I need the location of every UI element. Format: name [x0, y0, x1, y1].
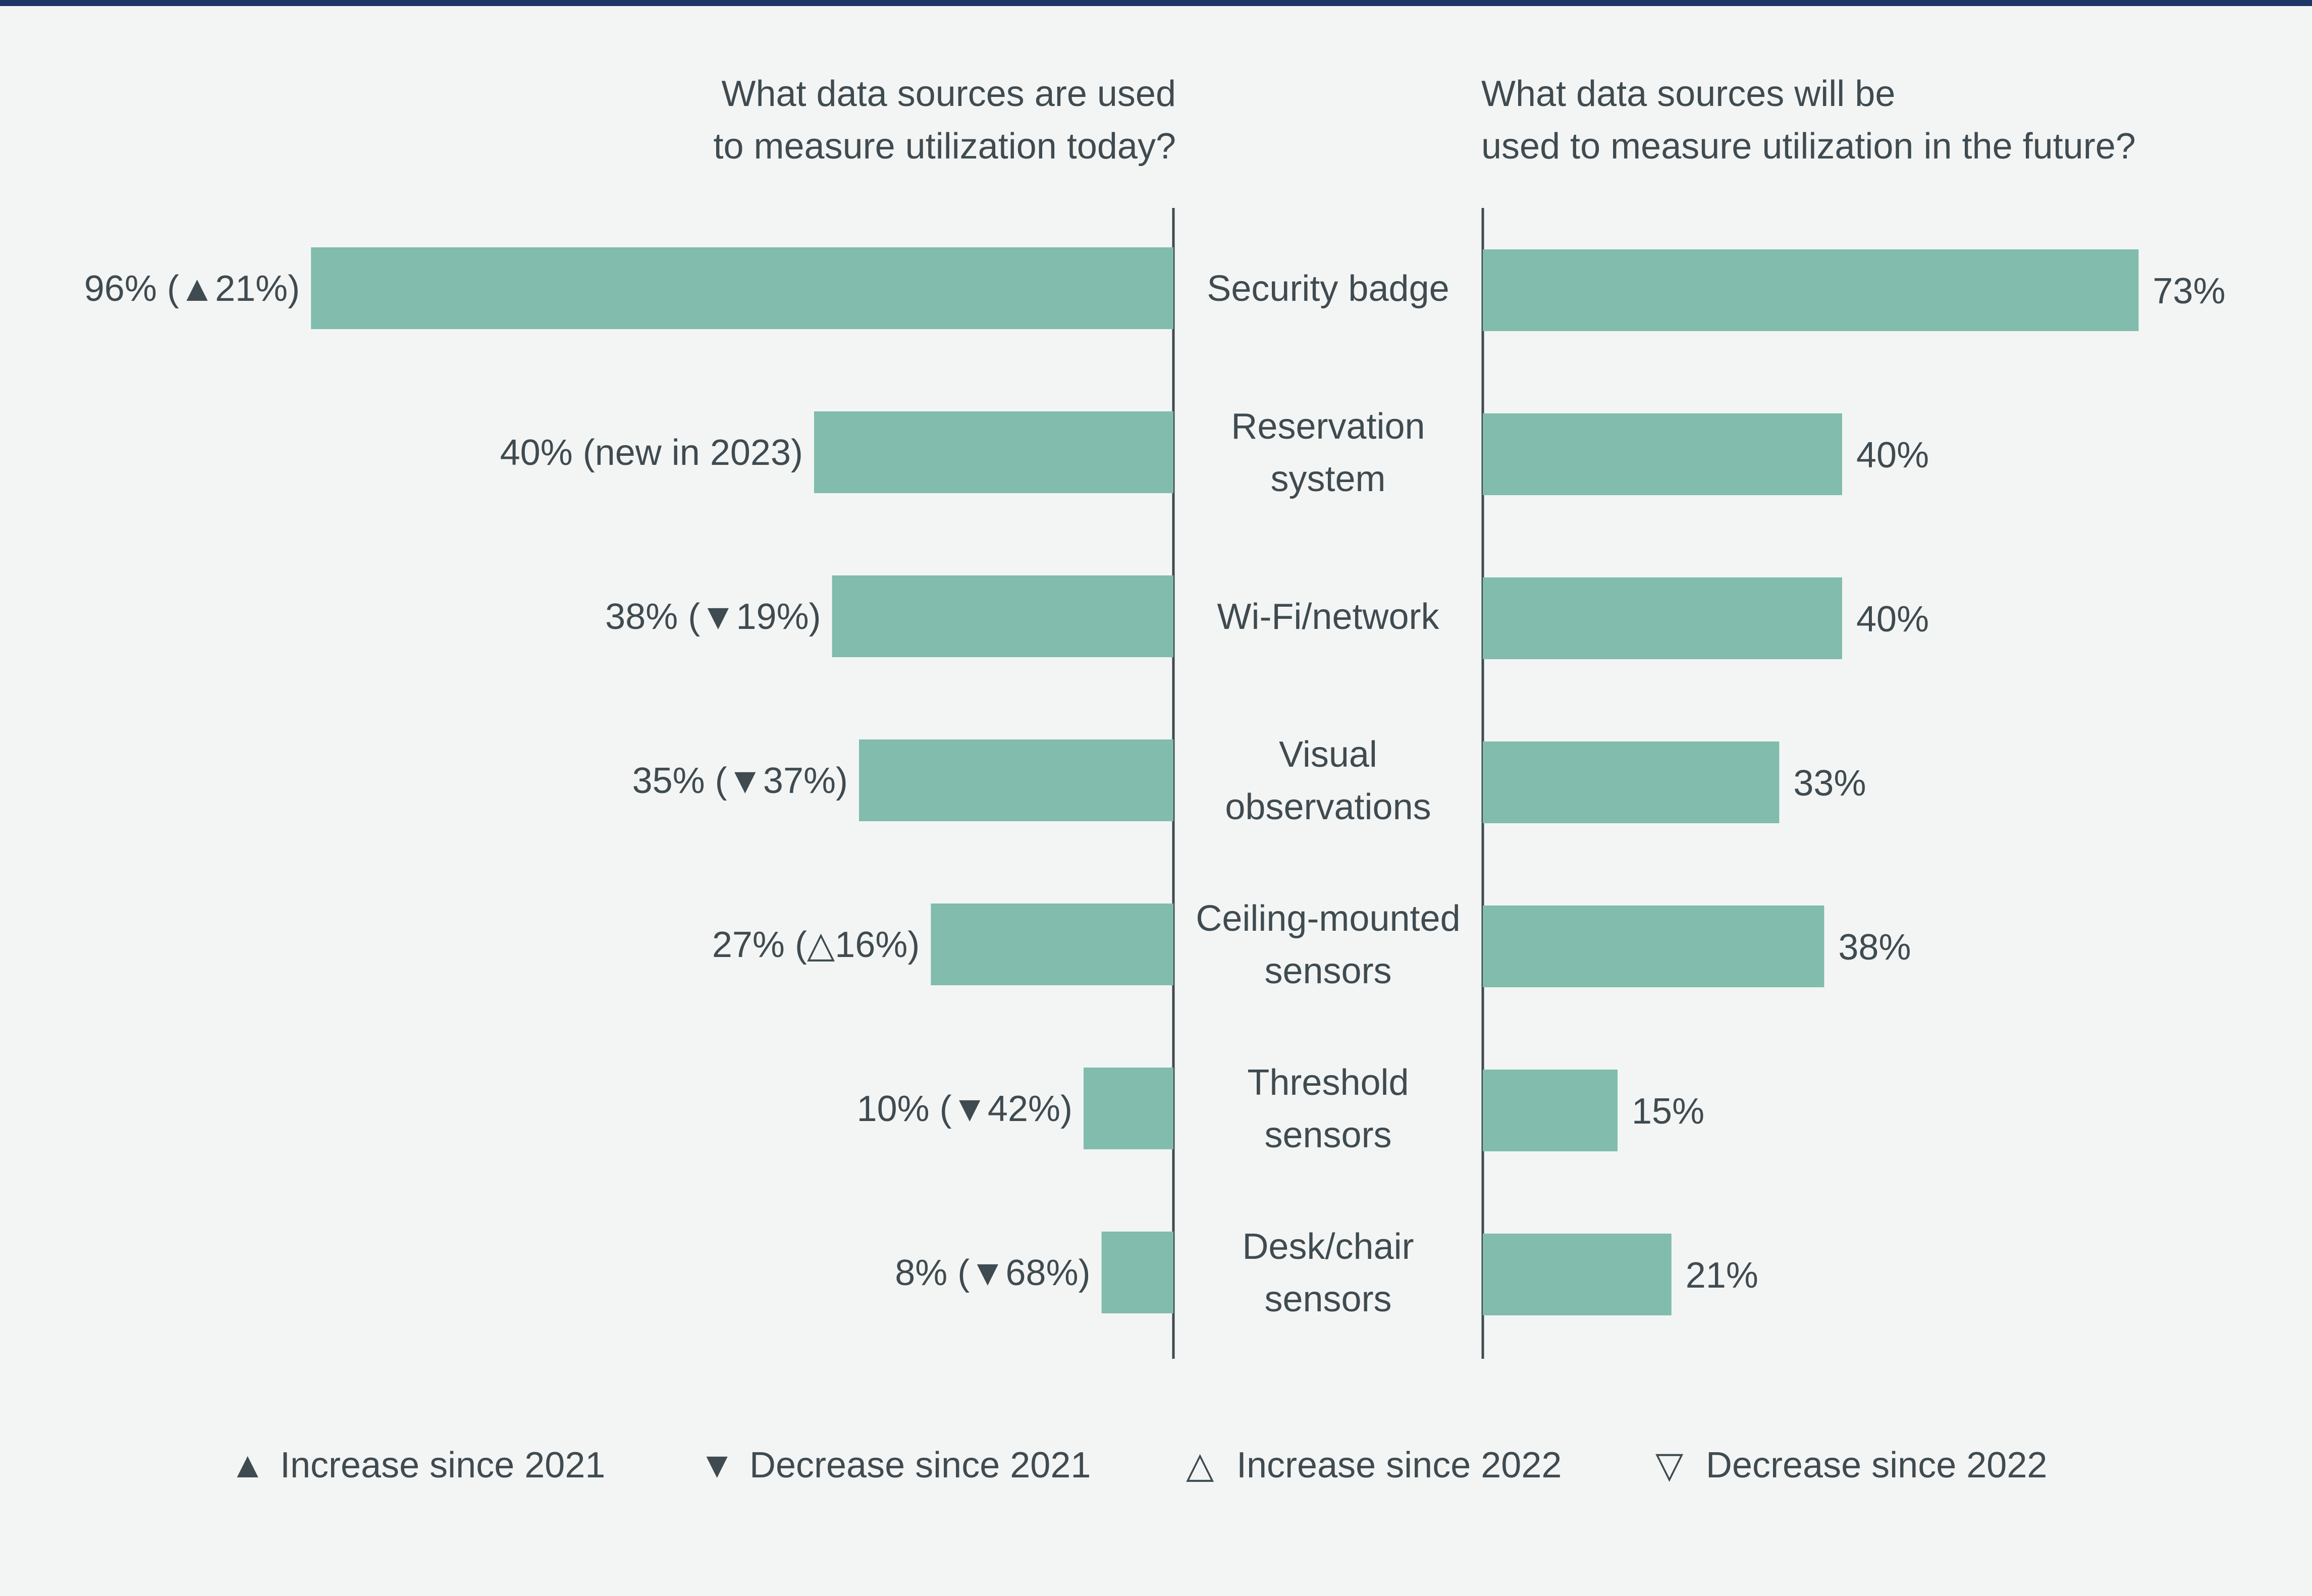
- legend-item: ▲ Increase since 2021: [230, 1445, 605, 1485]
- legend-item: ▼ Decrease since 2021: [699, 1445, 1091, 1485]
- right-title-line: What data sources will be: [1481, 74, 1895, 114]
- future-bar-label: 73%: [2153, 271, 2225, 311]
- category-label: sensors: [1264, 1279, 1391, 1319]
- today-bar-label: 27% (△16%): [712, 925, 920, 965]
- future-bar: [1483, 1234, 1672, 1315]
- today-bar-label: 38% (▼19%): [605, 597, 821, 637]
- left-title-line: to measure utilization today?: [713, 126, 1176, 167]
- legend-label: Increase since 2022: [1236, 1445, 1562, 1485]
- legend-symbol: ▼: [699, 1445, 735, 1485]
- category-label: sensors: [1264, 1115, 1391, 1155]
- butterfly-bar-chart: What data sources are used to measure uti…: [84, 74, 2226, 1485]
- legend-label: Decrease since 2022: [1706, 1445, 2047, 1485]
- category-label: sensors: [1264, 951, 1391, 991]
- future-bar: [1483, 741, 1780, 823]
- category-label: observations: [1225, 787, 1431, 827]
- category-label: system: [1270, 459, 1385, 499]
- legend-item: ▽ Decrease since 2022: [1655, 1445, 2047, 1485]
- legend-label: Decrease since 2021: [749, 1445, 1091, 1485]
- category-label: Reservation: [1231, 406, 1425, 447]
- legend-label: Increase since 2021: [280, 1445, 605, 1485]
- left-title-line: What data sources are used: [722, 74, 1176, 114]
- legend-symbol: △: [1186, 1445, 1214, 1485]
- category-label: Ceiling-mounted: [1196, 898, 1460, 939]
- future-bar: [1483, 249, 2139, 331]
- category-label: Security badge: [1207, 269, 1449, 309]
- future-bar: [1483, 413, 1842, 495]
- legend-symbol: ▲: [230, 1445, 265, 1485]
- today-bar-label: 96% (▲21%): [84, 269, 300, 309]
- future-bar-label: 15%: [1632, 1091, 1704, 1132]
- today-bar: [1084, 1068, 1173, 1149]
- future-bar: [1483, 1070, 1618, 1151]
- future-bar-label: 40%: [1856, 599, 1929, 640]
- today-bar: [859, 739, 1173, 821]
- future-bar: [1483, 906, 1824, 987]
- legend-item: △ Increase since 2022: [1186, 1445, 1562, 1485]
- today-bar: [832, 575, 1173, 657]
- today-bar-label: 35% (▼37%): [632, 761, 848, 801]
- future-bar-label: 40%: [1856, 435, 1929, 475]
- today-bar: [814, 411, 1173, 493]
- future-bar-label: 21%: [1686, 1255, 1758, 1296]
- today-bar: [931, 903, 1173, 985]
- future-bar: [1483, 577, 1842, 659]
- right-title-line: used to measure utilization in the futur…: [1481, 126, 2136, 167]
- today-bar-label: 8% (▼68%): [895, 1253, 1090, 1293]
- today-bar: [311, 247, 1174, 329]
- future-bar-label: 33%: [1793, 763, 1866, 804]
- today-bar-label: 40% (new in 2023): [500, 433, 803, 473]
- today-bar-label: 10% (▼42%): [857, 1089, 1072, 1129]
- category-label: Wi-Fi/network: [1217, 597, 1439, 637]
- category-label: Desk/chair: [1242, 1227, 1414, 1267]
- category-label: Visual: [1279, 734, 1377, 775]
- future-bar-label: 38%: [1838, 927, 1911, 968]
- legend-symbol: ▽: [1655, 1445, 1684, 1485]
- category-label: Threshold: [1247, 1062, 1409, 1103]
- today-bar: [1101, 1232, 1173, 1313]
